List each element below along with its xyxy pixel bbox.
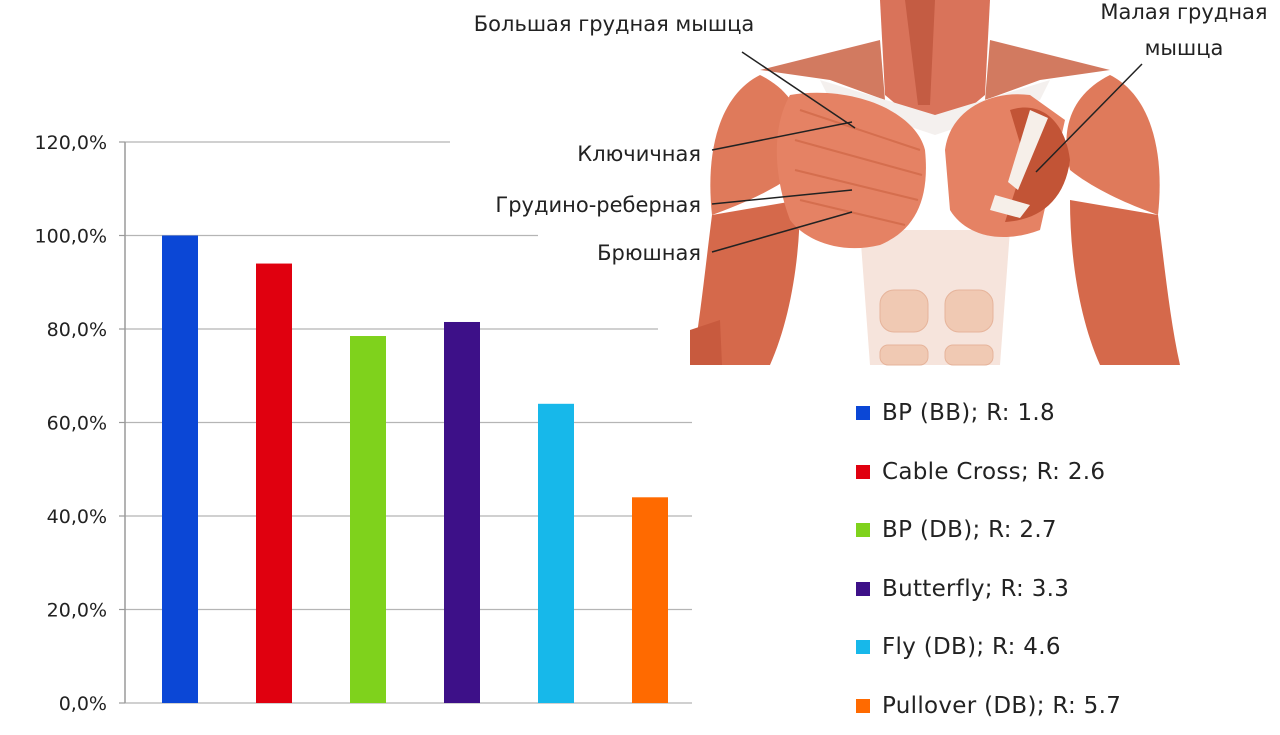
y-tick-label: 80,0% bbox=[47, 319, 107, 341]
bar bbox=[350, 336, 386, 703]
legend-item: Butterfly; R: 3.3 bbox=[856, 560, 1121, 619]
label-pectoralis-major: Большая грудная мышца bbox=[474, 12, 754, 36]
y-tick-label: 0,0% bbox=[59, 693, 107, 715]
bar-series bbox=[162, 236, 668, 704]
legend-label: Butterfly; R: 3.3 bbox=[882, 576, 1069, 602]
ab-segment bbox=[945, 290, 993, 332]
label-sternocostal: Грудино-реберная bbox=[495, 193, 701, 217]
legend-swatch bbox=[856, 523, 870, 537]
chart-legend: BP (BB); R: 1.8 Cable Cross; R: 2.6 BP (DB… bbox=[856, 384, 1121, 735]
gridlines bbox=[119, 142, 692, 703]
bar bbox=[256, 264, 292, 703]
y-tick-label: 40,0% bbox=[47, 506, 107, 528]
legend-item: BP (BB); R: 1.8 bbox=[856, 384, 1121, 443]
legend-swatch bbox=[856, 582, 870, 596]
label-pectoralis-minor-line1: Малая грудная bbox=[1100, 0, 1267, 24]
legend-label: Cable Cross; R: 2.6 bbox=[882, 459, 1105, 485]
bar bbox=[162, 236, 198, 704]
legend-item: Fly (DB); R: 4.6 bbox=[856, 618, 1121, 677]
label-abdominal: Брюшная bbox=[597, 241, 701, 265]
ab-segment bbox=[945, 345, 993, 365]
legend-item: Cable Cross; R: 2.6 bbox=[856, 443, 1121, 502]
ab-segment bbox=[880, 290, 928, 332]
chest-muscles-illustration: Большая грудная мышца Малая грудная мышц… bbox=[474, 0, 1268, 365]
y-tick-label: 60,0% bbox=[47, 413, 107, 435]
legend-swatch bbox=[856, 465, 870, 479]
ab-segment bbox=[880, 345, 928, 365]
label-clavicular: Ключичная bbox=[577, 142, 701, 166]
neck-muscle-shape bbox=[880, 0, 990, 120]
bar bbox=[538, 404, 574, 703]
y-tick-label: 100,0% bbox=[35, 226, 107, 248]
legend-label: BP (BB); R: 1.8 bbox=[882, 400, 1055, 426]
legend-item: BP (DB); R: 2.7 bbox=[856, 501, 1121, 560]
y-tick-label: 20,0% bbox=[47, 600, 107, 622]
arm-right-shape bbox=[1070, 200, 1180, 365]
legend-label: Pullover (DB); R: 5.7 bbox=[882, 693, 1121, 719]
label-pectoralis-minor-line2: мышца bbox=[1145, 36, 1224, 60]
legend-swatch bbox=[856, 640, 870, 654]
legend-swatch bbox=[856, 406, 870, 420]
bar bbox=[444, 322, 480, 703]
legend-label: BP (DB); R: 2.7 bbox=[882, 517, 1057, 543]
legend-swatch bbox=[856, 699, 870, 713]
y-tick-label: 120,0% bbox=[35, 132, 107, 154]
y-tick-labels: 0,0% 20,0% 40,0% 60,0% 80,0% 100,0% 120,0% bbox=[35, 132, 107, 715]
bar bbox=[632, 497, 668, 703]
legend-item: Pullover (DB); R: 5.7 bbox=[856, 677, 1121, 735]
legend-label: Fly (DB); R: 4.6 bbox=[882, 634, 1061, 660]
forearm-left-shape bbox=[690, 320, 722, 365]
deltoid-right-shape bbox=[1066, 75, 1159, 215]
